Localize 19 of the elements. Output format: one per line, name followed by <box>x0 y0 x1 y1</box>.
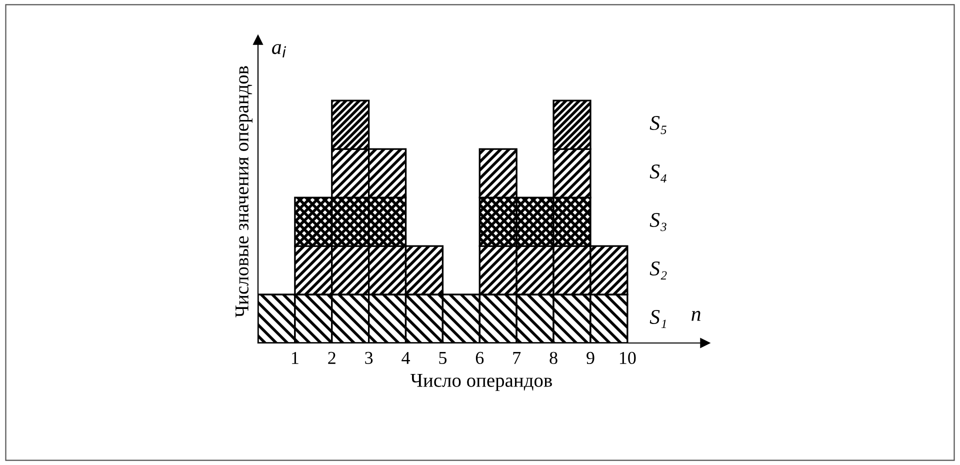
x-tick-label: 8 <box>550 352 558 364</box>
text: a$_{i}$ <box>272 44 286 58</box>
annotation: n <box>692 310 700 321</box>
x-tick-label: 7 <box>513 352 521 364</box>
x-tick-label: 5 <box>439 352 447 364</box>
text: S₃ <box>650 213 666 232</box>
series-label: S₂ <box>650 261 667 280</box>
x-tick-label: 9 <box>586 352 594 364</box>
x-tick-label: 1 <box>292 352 298 364</box>
text: S₅ <box>650 116 666 134</box>
x-tick-label: 6 <box>476 352 484 364</box>
x-tick-label: 3 <box>365 352 373 364</box>
series-label: S₁ <box>650 310 666 328</box>
text: S₄ <box>650 164 666 183</box>
x-tick-label: 10 <box>620 352 636 364</box>
x-tick-label: 2 <box>328 352 336 364</box>
x-axis-title: Число операндов <box>410 374 552 391</box>
y-axis-title: Числовые значения операндов <box>236 66 252 318</box>
x-tick-label: 4 <box>402 352 410 364</box>
